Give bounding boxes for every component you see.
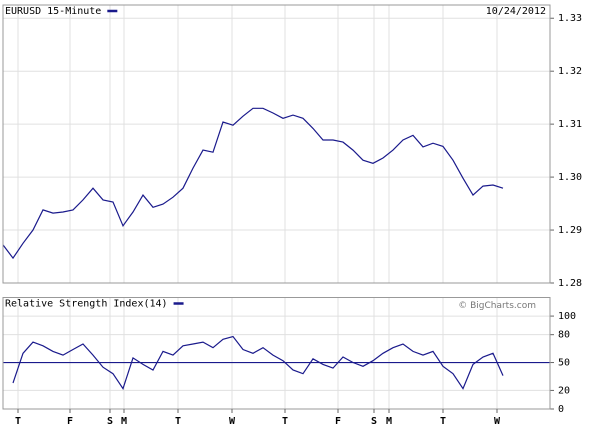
x-tick-label: M [386,416,392,427]
y-tick-label: 1.29 [558,225,582,236]
y-tick-label: 1.28 [558,278,582,289]
x-tick-label: T [440,416,446,427]
x-tick-label: T [175,416,181,427]
data-line [12,335,504,390]
y-tick-label: 100 [558,311,576,322]
x-tick-label: F [335,416,341,427]
panel-frame [2,4,551,284]
x-tick-label: F [67,416,73,427]
x-tick-label: W [229,416,236,427]
y-tick-label: 1.30 [558,172,582,183]
x-tick-label: M [121,416,127,427]
panel-frame [2,297,551,410]
data-line [2,107,504,260]
y-tick-label: 1.31 [558,119,582,130]
chart-date: 10/24/2012 [486,6,546,17]
x-tick-label: S [107,416,113,427]
y-tick-label: 0 [558,404,564,415]
y-tick-label: 1.33 [558,13,582,24]
panel-title: EURUSD 15-Minute [5,6,101,17]
y-tick-label: 50 [558,358,570,369]
x-tick-label: W [494,416,501,427]
credit: © BigCharts.com [458,301,536,311]
x-tick-label: S [371,416,377,427]
x-tick-label: T [282,416,288,427]
y-tick-label: 1.32 [558,66,582,77]
x-tick-label: T [15,416,21,427]
panel-title: Relative Strength Index(14) [5,299,168,310]
y-tick-label: 20 [558,385,570,396]
y-tick-label: 80 [558,330,570,341]
